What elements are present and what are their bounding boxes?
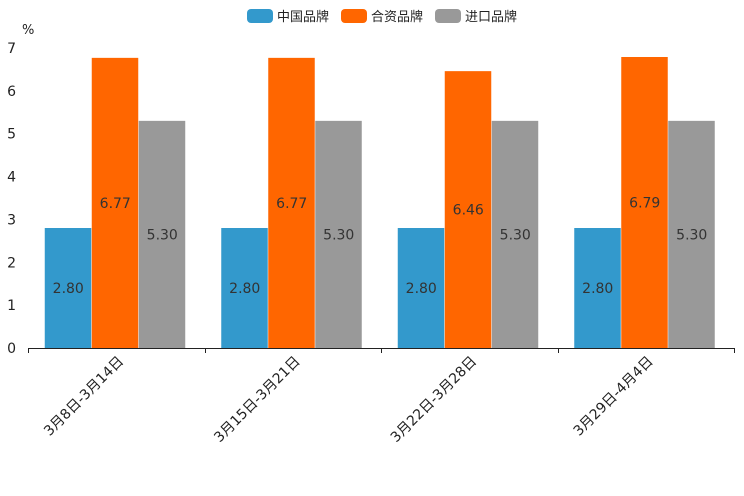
bar-value-label: 6.46 [453, 203, 484, 219]
bar-value-label: 6.77 [276, 196, 307, 212]
legend-swatch-2[interactable] [341, 9, 367, 23]
y-tick-label: 3 [7, 212, 16, 228]
bar[interactable] [668, 120, 715, 348]
bar-value-label: 2.80 [582, 281, 613, 297]
legend-label-3[interactable]: 进口品牌 [465, 9, 517, 25]
legend-swatch-3[interactable] [435, 9, 461, 23]
bar[interactable] [138, 120, 186, 348]
y-tick-label: 4 [7, 170, 16, 186]
y-axis: 0 1 2 3 4 5 6 7 [7, 41, 16, 357]
bar[interactable] [91, 57, 139, 348]
y-tick-label: 2 [7, 255, 16, 271]
y-tick-label: 1 [7, 298, 16, 314]
x-category-label: 3月22日-3月28日 [388, 354, 480, 446]
bar[interactable] [491, 120, 539, 348]
bar[interactable] [574, 228, 621, 348]
bar[interactable] [621, 57, 668, 348]
legend-label-2[interactable]: 合资品牌 [371, 9, 423, 25]
bar-value-label: 6.79 [629, 196, 660, 212]
bar-value-label: 5.30 [147, 227, 178, 243]
x-category-label: 3月15日-3月21日 [211, 354, 303, 446]
y-tick-label: 6 [7, 84, 16, 100]
y-tick-label: 7 [7, 41, 16, 57]
x-category-label: 3月29日-4月4日 [571, 354, 657, 440]
legend-swatch-1[interactable] [247, 9, 273, 23]
legend: 中国品牌 合资品牌 进口品牌 [247, 9, 517, 25]
bar-value-label: 5.30 [676, 227, 707, 243]
x-axis: 3月8日-3月14日 3月15日-3月21日 3月22日-3月28日 3月29日-4月… [28, 348, 735, 446]
bar-value-label: 2.80 [53, 281, 84, 297]
bar-value-label: 5.30 [500, 227, 531, 243]
bar[interactable] [44, 228, 92, 348]
bar[interactable] [444, 71, 492, 349]
bar-value-label: 2.80 [406, 281, 437, 297]
bar-value-label: 5.30 [323, 227, 354, 243]
y-tick-label: 5 [7, 127, 16, 143]
bar[interactable] [397, 228, 445, 348]
x-category-label: 3月8日-3月14日 [41, 354, 127, 440]
bars: 2.80 6.77 5.30 2.80 6.77 5.30 2.80 6.46 5.30 2.80… [44, 57, 715, 349]
legend-label-1[interactable]: 中国品牌 [277, 9, 329, 25]
bar-value-label: 6.77 [100, 196, 131, 212]
bar[interactable] [315, 120, 362, 348]
bar[interactable] [221, 228, 268, 348]
bar-value-label: 2.80 [229, 281, 260, 297]
y-tick-label: 0 [7, 341, 16, 357]
bar[interactable] [268, 57, 315, 348]
y-axis-unit-label: % [22, 23, 34, 38]
